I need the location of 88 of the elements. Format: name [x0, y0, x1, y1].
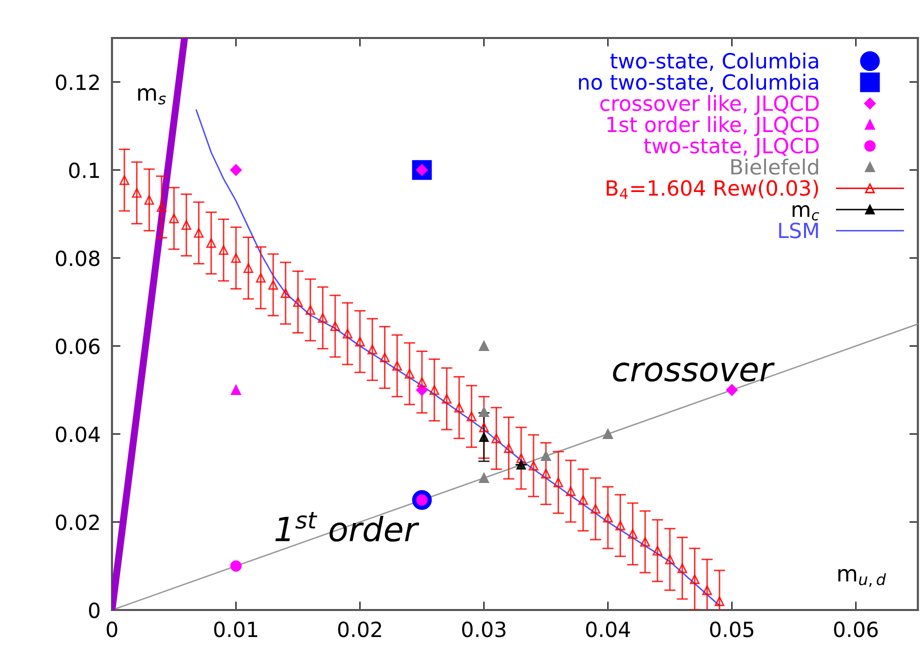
x-tick-label: 0	[106, 621, 118, 638]
point	[132, 188, 142, 198]
point	[541, 468, 551, 478]
point	[479, 422, 489, 432]
legend-label: 1st order like, JLQCD	[607, 116, 819, 136]
point	[206, 238, 216, 248]
point	[478, 407, 489, 418]
point	[244, 263, 254, 273]
point	[306, 305, 316, 315]
point	[640, 536, 650, 547]
point	[516, 460, 526, 470]
point	[454, 402, 464, 412]
y-tick-label: 0.12	[56, 74, 99, 90]
point	[380, 352, 390, 362]
x-tick-label: 0.01	[214, 621, 258, 638]
point	[404, 368, 414, 379]
point	[602, 429, 613, 440]
point	[652, 546, 662, 556]
point	[392, 360, 402, 371]
x-tick-label: 0.04	[586, 621, 630, 638]
point	[367, 344, 378, 354]
point	[268, 280, 278, 290]
point	[182, 220, 192, 230]
y-tick-label: 0.02	[56, 514, 99, 530]
point	[504, 443, 514, 453]
point	[553, 478, 564, 488]
point	[230, 560, 242, 572]
point	[318, 312, 328, 323]
point	[466, 412, 476, 422]
legend-label: m$_{c}$	[792, 205, 820, 220]
point	[528, 460, 538, 471]
point	[218, 245, 228, 255]
point	[590, 504, 600, 514]
point	[442, 394, 452, 404]
x-tick-label: 0.06	[834, 621, 878, 638]
y-tick-label: 0.06	[56, 338, 100, 354]
x-tick-label: 0.03	[462, 621, 506, 638]
y-tick-label: 0.08	[56, 250, 100, 266]
x-tick-label: 0.05	[710, 621, 754, 638]
y-tick-label: 0.04	[56, 426, 100, 442]
legend-label: two-state, Columbia	[610, 52, 818, 71]
point	[479, 432, 489, 442]
point	[578, 495, 588, 505]
x-tick-label: 0.02	[338, 621, 382, 638]
point	[355, 336, 365, 346]
annotation: 1$^{st}$ order	[275, 512, 420, 542]
point	[491, 434, 502, 444]
point	[330, 321, 340, 332]
point	[194, 228, 204, 238]
point	[256, 272, 266, 283]
x-axis-title: m$_{u,d}$	[838, 568, 886, 587]
point	[603, 512, 613, 522]
point	[665, 554, 675, 564]
legend-label: Bielefeld	[731, 158, 818, 175]
y-tick-label: 0.1	[69, 162, 99, 178]
point	[156, 202, 166, 212]
point	[677, 563, 688, 574]
point	[726, 384, 738, 396]
point	[120, 175, 130, 185]
y-axis-title: m$_{s}$	[138, 88, 166, 104]
point	[690, 574, 700, 584]
point	[417, 377, 427, 387]
point	[144, 195, 154, 205]
legend-label: two-state, JLQCD	[644, 138, 819, 158]
point	[230, 164, 242, 176]
point	[169, 214, 179, 224]
point	[615, 520, 626, 530]
legend-label: crossover like, JLQCD	[600, 94, 819, 115]
legend-label: no two-state, Columbia	[579, 74, 818, 92]
point	[230, 385, 241, 396]
annotation: crossover	[613, 362, 775, 382]
point	[293, 297, 303, 307]
point	[280, 288, 290, 298]
point	[429, 385, 440, 395]
point	[416, 384, 428, 396]
point	[714, 596, 724, 606]
point	[516, 453, 526, 464]
point	[231, 253, 241, 263]
legend-label: LSM	[779, 222, 818, 238]
legend-label: B$_{4}$=1.604 Rew(0.03)	[606, 180, 818, 200]
point	[342, 328, 352, 339]
point	[478, 473, 489, 484]
point	[702, 585, 712, 596]
point	[628, 529, 638, 539]
point	[566, 486, 576, 496]
point	[478, 341, 489, 351]
y-tick-label: 0	[89, 602, 100, 618]
point	[540, 451, 551, 462]
